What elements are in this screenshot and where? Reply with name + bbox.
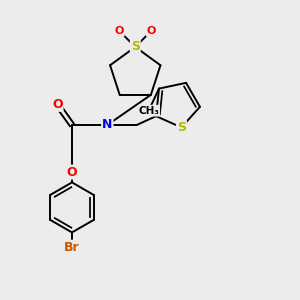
Text: O: O: [67, 166, 77, 178]
Text: Br: Br: [64, 241, 80, 254]
Text: O: O: [114, 26, 124, 36]
Text: S: S: [177, 121, 186, 134]
Text: O: O: [147, 26, 156, 36]
Text: N: N: [102, 118, 112, 131]
Text: S: S: [131, 40, 140, 53]
Text: O: O: [52, 98, 63, 111]
Text: CH₃: CH₃: [138, 106, 159, 116]
